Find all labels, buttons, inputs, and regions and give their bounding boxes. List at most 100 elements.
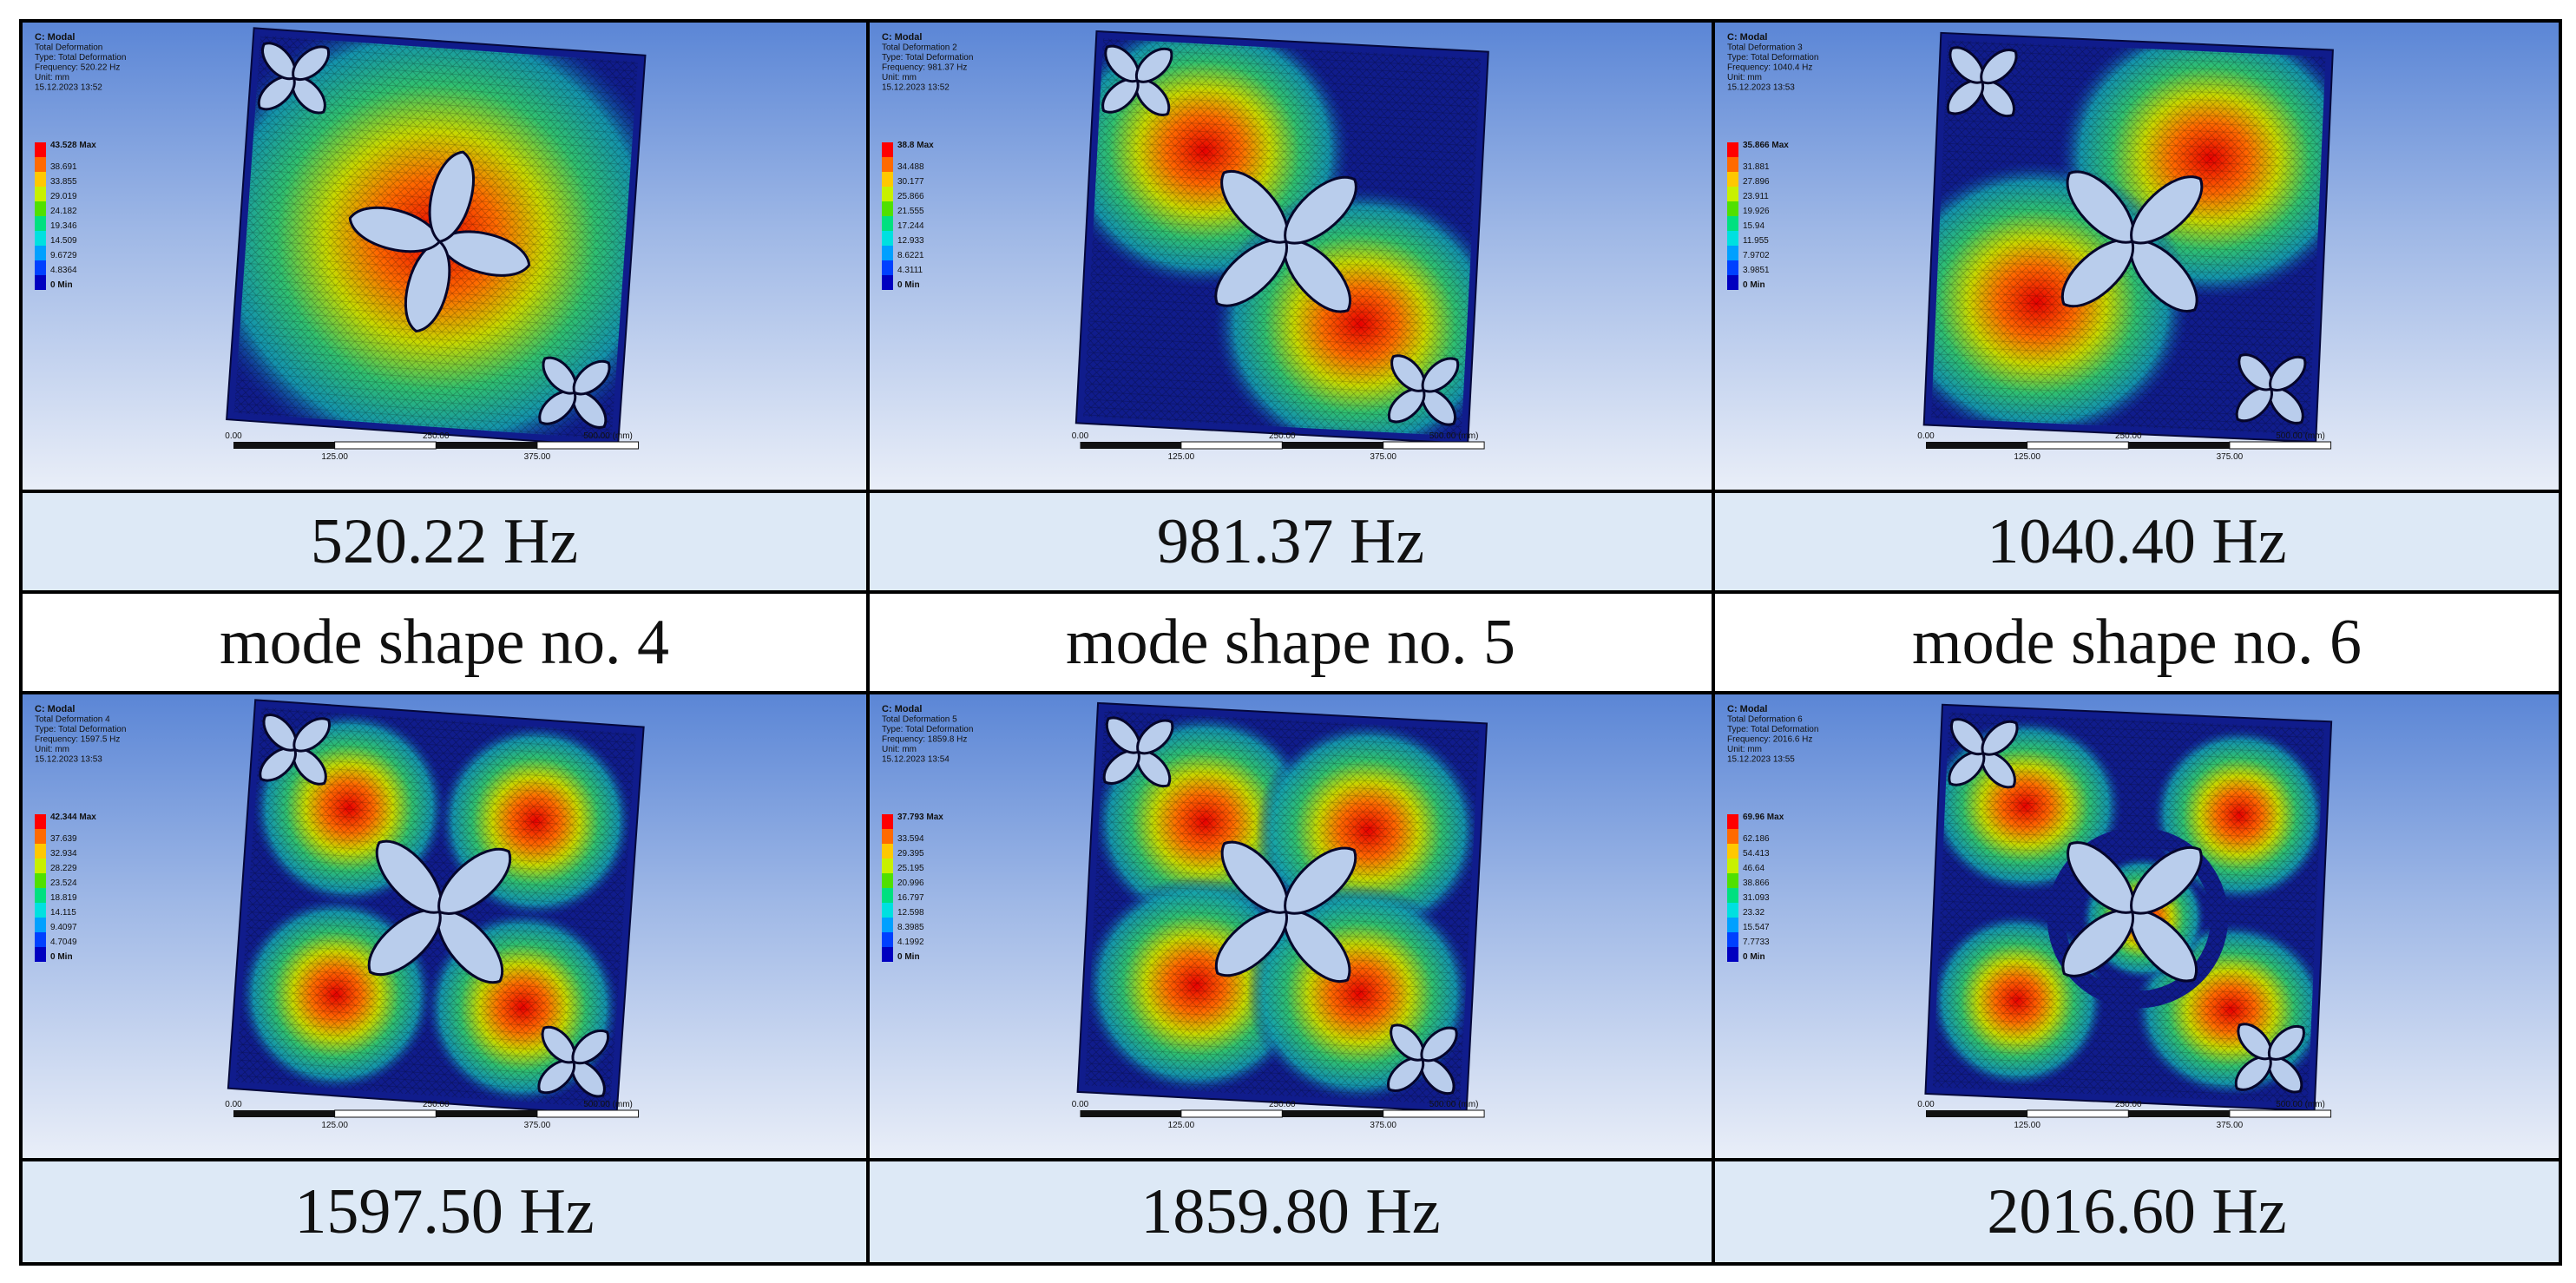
cutout-petal xyxy=(1421,388,1456,426)
legend-label: 0 Min xyxy=(897,952,920,962)
legend-swatch xyxy=(882,275,893,290)
scale-segment xyxy=(1180,1109,1283,1118)
cutout-petal xyxy=(2269,355,2307,391)
scale-label-bottom: 375.00 xyxy=(2217,1121,2244,1130)
cutout-petal xyxy=(2060,239,2135,307)
header-line: Unit: mm xyxy=(35,745,69,754)
figure-grid: C: Modal Total Deformation Type: Total Def… xyxy=(19,19,2562,1266)
scale-label-top: 500.00 (mm) xyxy=(1429,431,1479,441)
scale-segment xyxy=(436,442,537,449)
legend-swatch xyxy=(35,172,46,187)
legend-label: 23.524 xyxy=(50,878,77,888)
legend-swatch xyxy=(882,947,893,962)
legend-label: 38.866 xyxy=(1743,878,1770,888)
scale-label-top: 250.00 xyxy=(2115,431,2142,441)
scale-label-top: 0.00 xyxy=(225,431,242,441)
corner-cutout-top-left xyxy=(259,714,331,786)
cutout-petal xyxy=(2130,175,2204,245)
cutout-petal xyxy=(571,390,608,429)
cutout-petal xyxy=(1283,909,1351,984)
cutout-petal xyxy=(1105,716,1141,754)
corner-cutout-bottom-right xyxy=(537,1025,610,1098)
legend-label: 23.911 xyxy=(1743,192,1769,201)
header-line: Total Deformation 3 xyxy=(1727,43,1803,53)
cutout-petal xyxy=(292,45,331,81)
scale-label-bottom: 375.00 xyxy=(2217,452,2244,462)
legend-label: 33.594 xyxy=(897,834,924,844)
plate xyxy=(1076,701,1488,1114)
scale-label-top: 500.00 (mm) xyxy=(583,431,633,441)
legend-label: 37.639 xyxy=(50,834,77,844)
legend-label: 0 Min xyxy=(897,280,920,290)
legend-label: 20.996 xyxy=(897,878,924,888)
header-line: Type: Total Deformation xyxy=(882,53,973,63)
scale-segment xyxy=(2229,441,2332,450)
header-line: Frequency: 2016.6 Hz xyxy=(1727,735,1812,745)
frequency-caption-4: 1597.50 Hz xyxy=(23,1161,866,1262)
legend-label: 16.797 xyxy=(897,893,924,903)
cutout-petal xyxy=(375,839,443,914)
frequency-caption-1: 520.22 Hz xyxy=(23,493,866,590)
legend-swatch xyxy=(1727,873,1738,888)
scale-segment xyxy=(233,1110,335,1117)
plate xyxy=(1922,31,2334,444)
legend-swatch xyxy=(35,947,46,962)
legend-label: 0 Min xyxy=(50,280,73,290)
cutout-petal xyxy=(1420,1026,1458,1063)
cutout-petal xyxy=(1214,239,1288,307)
cutout-petal xyxy=(2234,1055,2272,1091)
legend-label: 27.896 xyxy=(1743,177,1770,187)
legend-label: 25.866 xyxy=(897,192,924,201)
scale-bar: 0.00 250.00 500.00 (mm) 125.00 375.00 xyxy=(1072,1100,1485,1130)
fea-panel-mode-5: C: Modal Total Deformation 2 Type: Total D… xyxy=(870,23,1712,490)
scale-segment xyxy=(1926,442,2027,449)
fea-panel-mode-6: C: Modal Total Deformation 3 Type: Total D… xyxy=(1715,23,2559,490)
central-cutout xyxy=(1214,840,1357,984)
legend-swatch xyxy=(35,888,46,903)
legend-label: 19.926 xyxy=(1743,207,1770,216)
legend-label: 21.555 xyxy=(897,207,924,216)
legend-swatch xyxy=(35,260,46,275)
legend-label: 69.96 Max xyxy=(1743,813,1784,822)
scale-segment xyxy=(334,441,437,450)
legend-swatch xyxy=(882,157,893,172)
cutout-petal xyxy=(1220,169,1289,244)
grid-divider-v1 xyxy=(866,23,870,1262)
corner-cutout-bottom-right xyxy=(1387,354,1460,426)
cutout-petal xyxy=(2237,1023,2273,1061)
cutout-petal xyxy=(542,356,578,395)
cutout-petal xyxy=(257,75,296,111)
scale-label-bottom: 125.00 xyxy=(1168,1121,1195,1130)
legend-label: 42.344 Max xyxy=(50,813,96,822)
legend-swatch xyxy=(35,231,46,246)
scale-segment xyxy=(2027,1109,2129,1118)
legend-label: 9.6729 xyxy=(50,251,77,260)
scale-label-bottom: 375.00 xyxy=(524,452,551,462)
cutout-petal xyxy=(292,747,327,786)
scale-label-bottom: 125.00 xyxy=(321,1121,348,1130)
legend-label: 34.488 xyxy=(897,162,924,172)
cutout-petal xyxy=(2235,386,2273,423)
scale-label-top: 500.00 (mm) xyxy=(2276,431,2325,441)
legend-label: 4.3111 xyxy=(897,266,923,275)
cutout-petal xyxy=(428,150,476,243)
legend-swatch xyxy=(1727,888,1738,903)
legend-swatch xyxy=(1727,216,1738,231)
legend-label: 0 Min xyxy=(1743,952,1765,962)
cutout-petal xyxy=(1284,176,1357,245)
header-line: Unit: mm xyxy=(35,73,69,82)
legend-swatch xyxy=(35,187,46,201)
header-title: C: Modal xyxy=(1727,32,1767,43)
legend-swatch xyxy=(882,260,893,275)
legend-swatch xyxy=(882,918,893,932)
cutout-petal xyxy=(1979,79,2015,118)
scale-bar: 0.00 250.00 500.00 (mm) 125.00 375.00 xyxy=(1917,1100,2332,1130)
central-cutout xyxy=(2061,841,2203,983)
cutout-petal xyxy=(2267,1024,2305,1061)
scale-segment xyxy=(1926,1110,2027,1117)
cutout-petal xyxy=(1284,846,1357,915)
cutout-petal xyxy=(1104,44,1140,83)
scale-segment xyxy=(1080,1110,1181,1117)
